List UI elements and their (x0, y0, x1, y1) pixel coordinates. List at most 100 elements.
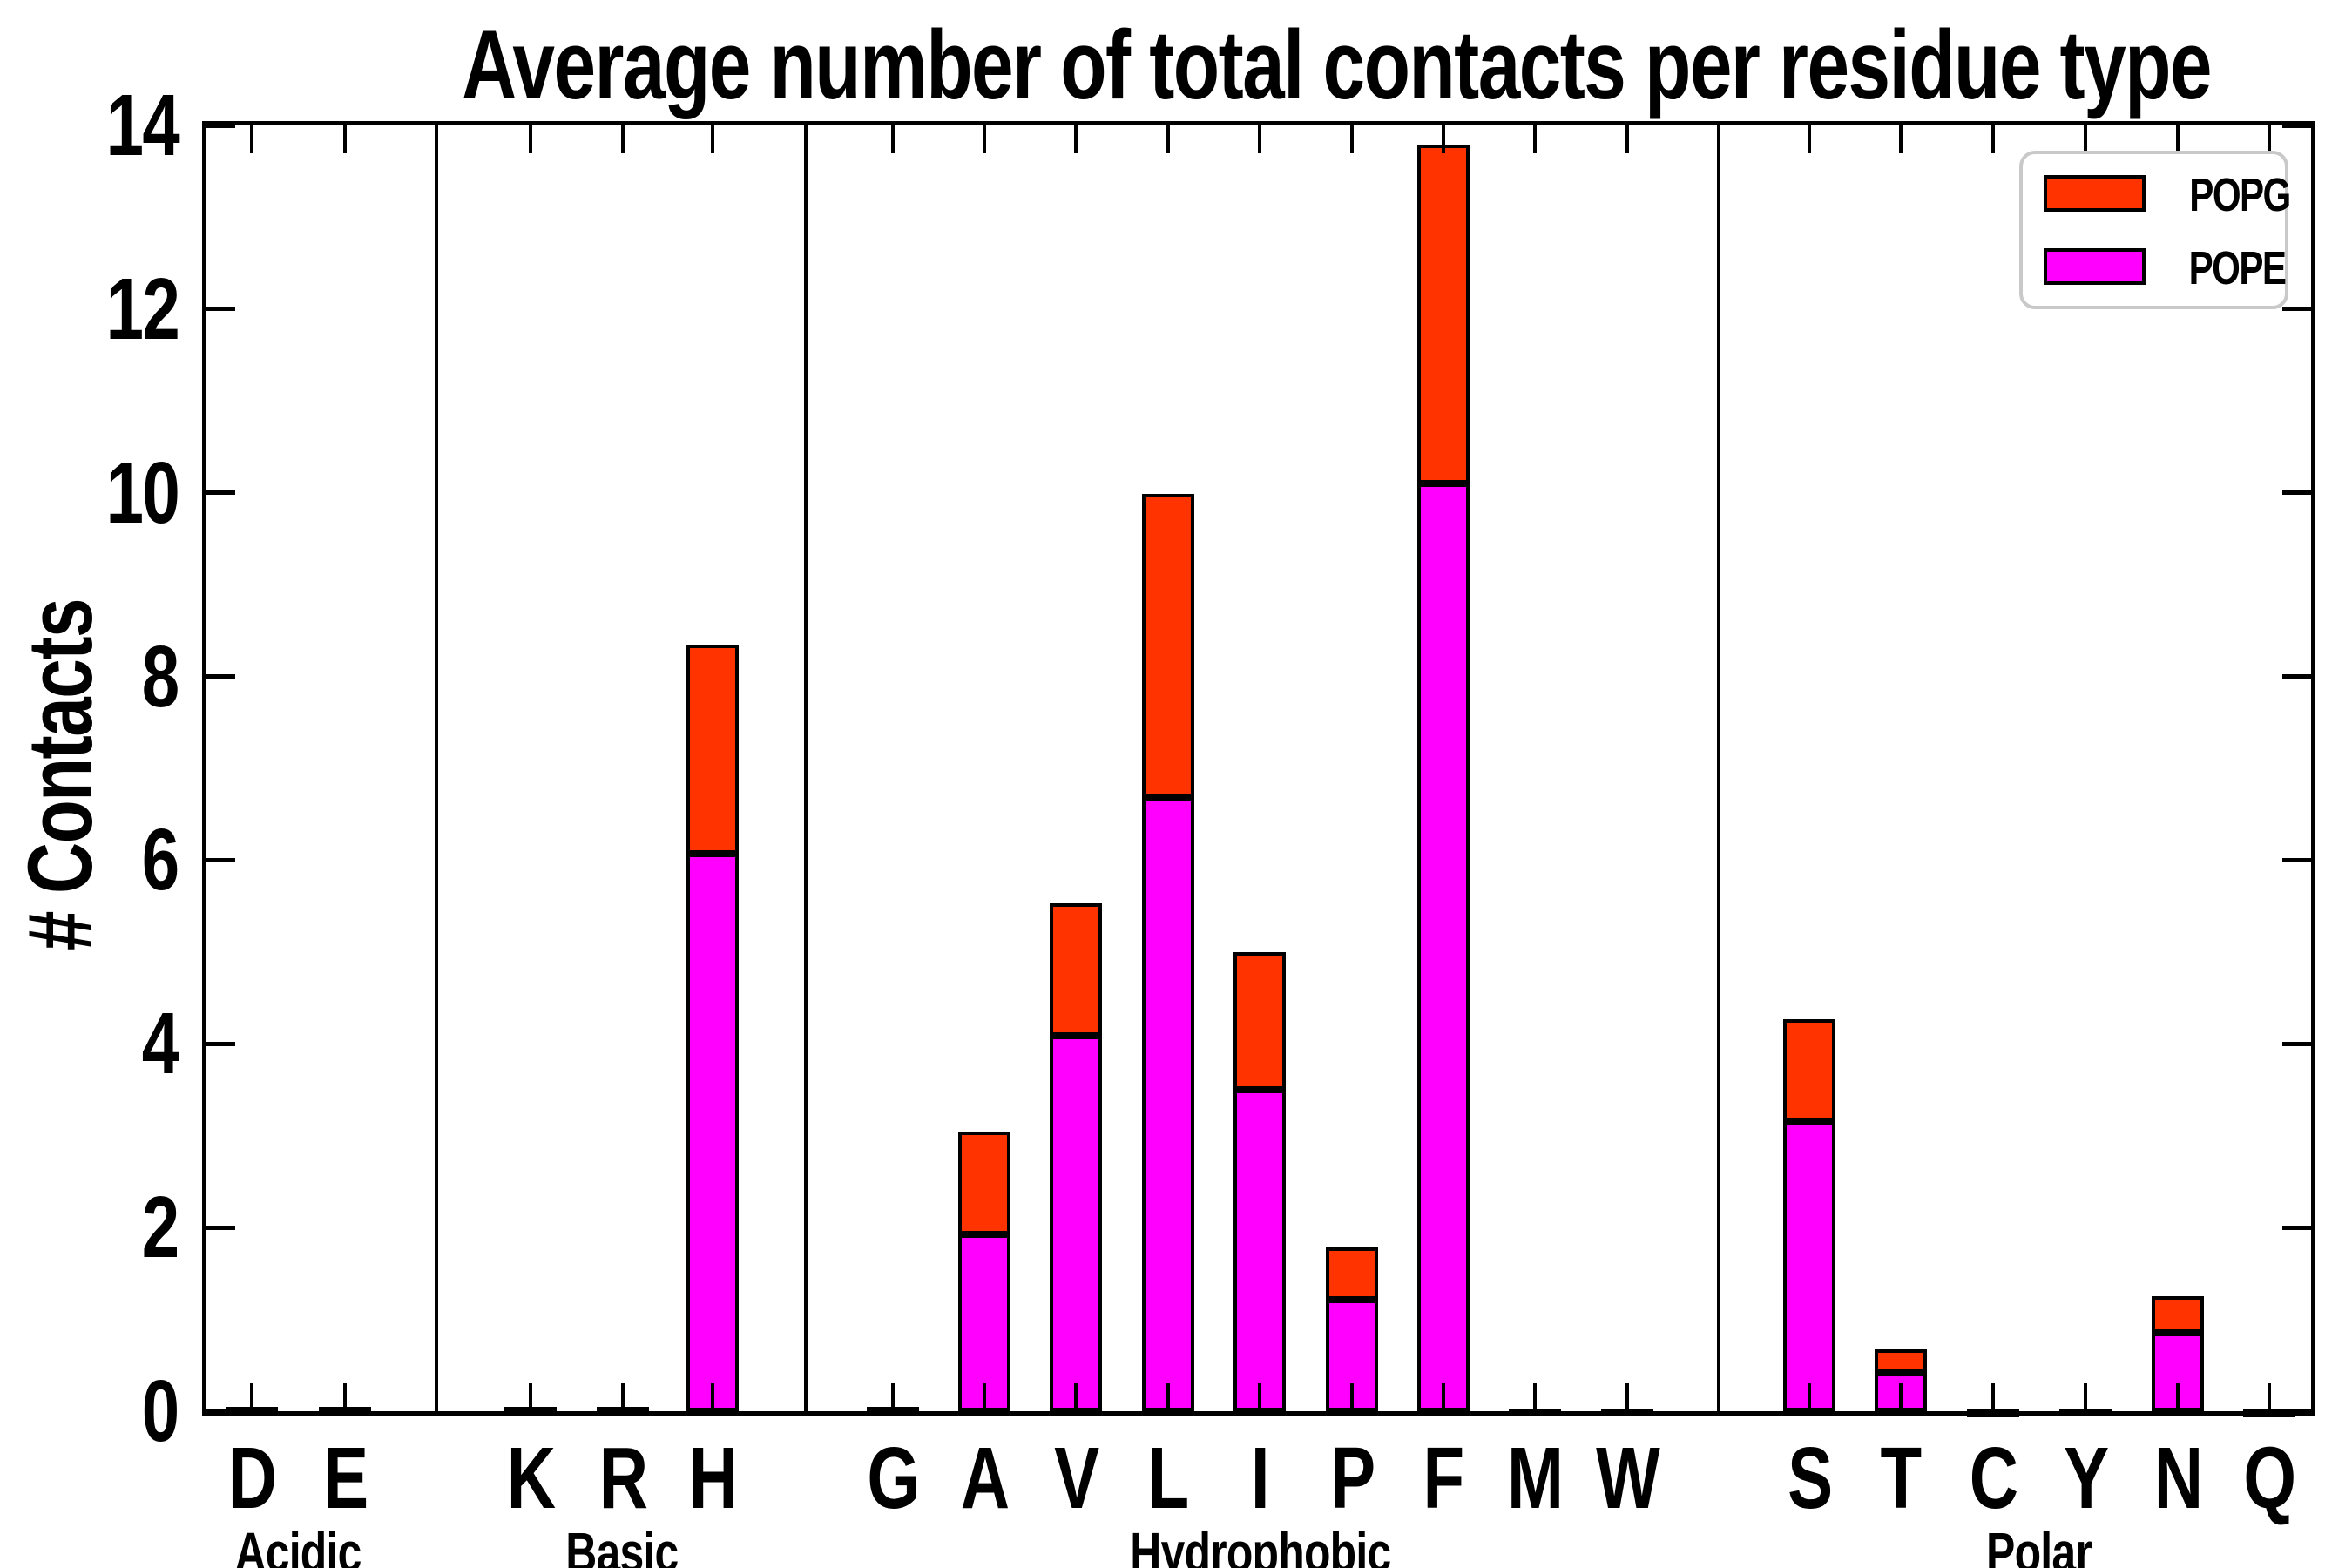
group-label-hydrophobic: Hydrophobic (999, 1517, 1522, 1568)
bar-popg-F (1417, 145, 1470, 484)
bar-popg-P (1326, 1247, 1378, 1301)
x-tick-label-N: N (2073, 1430, 2282, 1526)
y-tick-label-text-14: 14 (105, 77, 179, 174)
y-tick-left-14 (206, 123, 235, 128)
y-tick-label-8: 8 (13, 629, 179, 725)
x-tick-bottom-R (621, 1383, 625, 1411)
y-tick-label-2: 2 (13, 1179, 179, 1275)
x-tick-label-P: P (1247, 1430, 1456, 1526)
x-tick-bottom-K (529, 1383, 532, 1411)
x-tick-top-W (1625, 125, 1629, 153)
x-tick-top-P (1350, 125, 1354, 153)
x-tick-top-R (621, 125, 625, 153)
x-tick-label-text-W: W (1595, 1429, 1660, 1527)
x-tick-label-text-I: I (1250, 1429, 1270, 1527)
x-tick-top-C (1991, 125, 1995, 153)
x-tick-top-L (1166, 125, 1170, 153)
x-tick-bottom-L (1166, 1383, 1170, 1411)
bar-popg-I (1233, 951, 1286, 1090)
y-tick-left-12 (206, 307, 235, 312)
x-tick-label-Y: Y (1981, 1430, 2190, 1526)
x-tick-bottom-I (1258, 1383, 1261, 1411)
x-tick-label-V: V (971, 1430, 1180, 1526)
legend: POPG POPE (2019, 151, 2291, 309)
legend-swatch-pope (2044, 248, 2146, 285)
bar-popg-H (686, 644, 739, 855)
y-tick-left-4 (206, 1041, 235, 1046)
x-tick-label-K: K (426, 1430, 635, 1526)
x-tick-label-text-Q: Q (2243, 1429, 2296, 1527)
x-tick-label-S: S (1705, 1430, 1914, 1526)
x-tick-top-K (529, 125, 532, 153)
x-tick-top-A (983, 125, 986, 153)
y-tick-label-4: 4 (13, 996, 179, 1092)
bar-pope-F (1417, 483, 1470, 1411)
x-tick-bottom-V (1074, 1383, 1078, 1411)
group-separator-2 (1717, 125, 1720, 1411)
legend-label-pope-text: POPE (2188, 242, 2287, 294)
x-tick-label-T: T (1796, 1430, 2005, 1526)
legend-label-popg: POPG (2175, 169, 2291, 221)
legend-label-popg-text: POPG (2189, 169, 2291, 221)
bar-popg-V (1050, 902, 1102, 1036)
y-tick-left-8 (206, 674, 235, 679)
x-tick-bottom-G (891, 1383, 895, 1411)
y-tick-right-4 (2282, 1041, 2311, 1046)
bar-popg-T (1875, 1349, 1927, 1373)
x-tick-bottom-Q (2268, 1383, 2271, 1411)
y-tick-label-text-10: 10 (105, 443, 179, 542)
x-tick-bottom-S (1808, 1383, 1811, 1411)
x-tick-bottom-T (1899, 1383, 1903, 1411)
x-tick-label-G: G (788, 1430, 997, 1526)
x-tick-label-text-S: S (1787, 1429, 1833, 1527)
bar-pope-I (1233, 1090, 1286, 1411)
x-tick-label-text-F: F (1423, 1429, 1465, 1527)
legend-label-pope: POPE (2175, 242, 2287, 294)
y-tick-right-10 (2282, 490, 2311, 496)
x-tick-bottom-A (983, 1383, 986, 1411)
x-tick-top-M (1533, 125, 1537, 153)
x-tick-bottom-P (1350, 1383, 1354, 1411)
x-tick-bottom-D (250, 1383, 253, 1411)
x-tick-bottom-W (1625, 1383, 1629, 1411)
x-tick-label-text-K: K (506, 1429, 556, 1527)
group-label-text-polar: Polar (1986, 1521, 2093, 1568)
bar-pope-S (1783, 1120, 1835, 1411)
x-tick-bottom-N (2176, 1383, 2180, 1411)
x-tick-label-text-V: V (1053, 1429, 1099, 1527)
x-tick-label-C: C (1889, 1430, 2098, 1526)
x-tick-top-V (1074, 125, 1078, 153)
y-tick-label-text-4: 4 (142, 995, 179, 1093)
group-label-basic: Basic (361, 1517, 883, 1568)
bar-pope-A (958, 1233, 1010, 1411)
y-tick-label-text-8: 8 (142, 627, 179, 726)
y-tick-label-6: 6 (13, 812, 179, 908)
y-tick-label-text-2: 2 (142, 1179, 179, 1277)
group-separator-1 (804, 125, 808, 1411)
y-tick-left-6 (206, 857, 235, 862)
x-tick-bottom-H (711, 1383, 714, 1411)
x-tick-top-F (1442, 125, 1445, 153)
x-tick-label-text-L: L (1147, 1429, 1190, 1527)
plot-frame (202, 121, 2315, 1416)
x-tick-label-L: L (1064, 1430, 1273, 1526)
y-tick-right-2 (2282, 1225, 2311, 1230)
x-tick-top-D (250, 125, 253, 153)
x-tick-bottom-F (1442, 1383, 1445, 1411)
bar-popg-N (2152, 1296, 2204, 1334)
y-tick-label-10: 10 (13, 445, 179, 541)
x-tick-label-R: R (518, 1430, 727, 1526)
x-tick-top-N (2176, 125, 2180, 153)
group-label-text-acidic: Acidic (234, 1521, 362, 1568)
x-tick-top-Y (2084, 125, 2087, 153)
group-label-text-hydrophobic: Hydrophobic (1129, 1521, 1391, 1568)
bar-popg-S (1783, 1018, 1835, 1121)
x-tick-bottom-M (1533, 1383, 1537, 1411)
x-tick-label-text-H: H (688, 1429, 738, 1527)
y-tick-label-text-12: 12 (105, 260, 179, 358)
x-tick-label-D: D (147, 1430, 356, 1526)
x-tick-top-S (1808, 125, 1811, 153)
x-tick-label-text-Y: Y (2063, 1429, 2109, 1527)
x-tick-label-text-T: T (1880, 1429, 1923, 1527)
